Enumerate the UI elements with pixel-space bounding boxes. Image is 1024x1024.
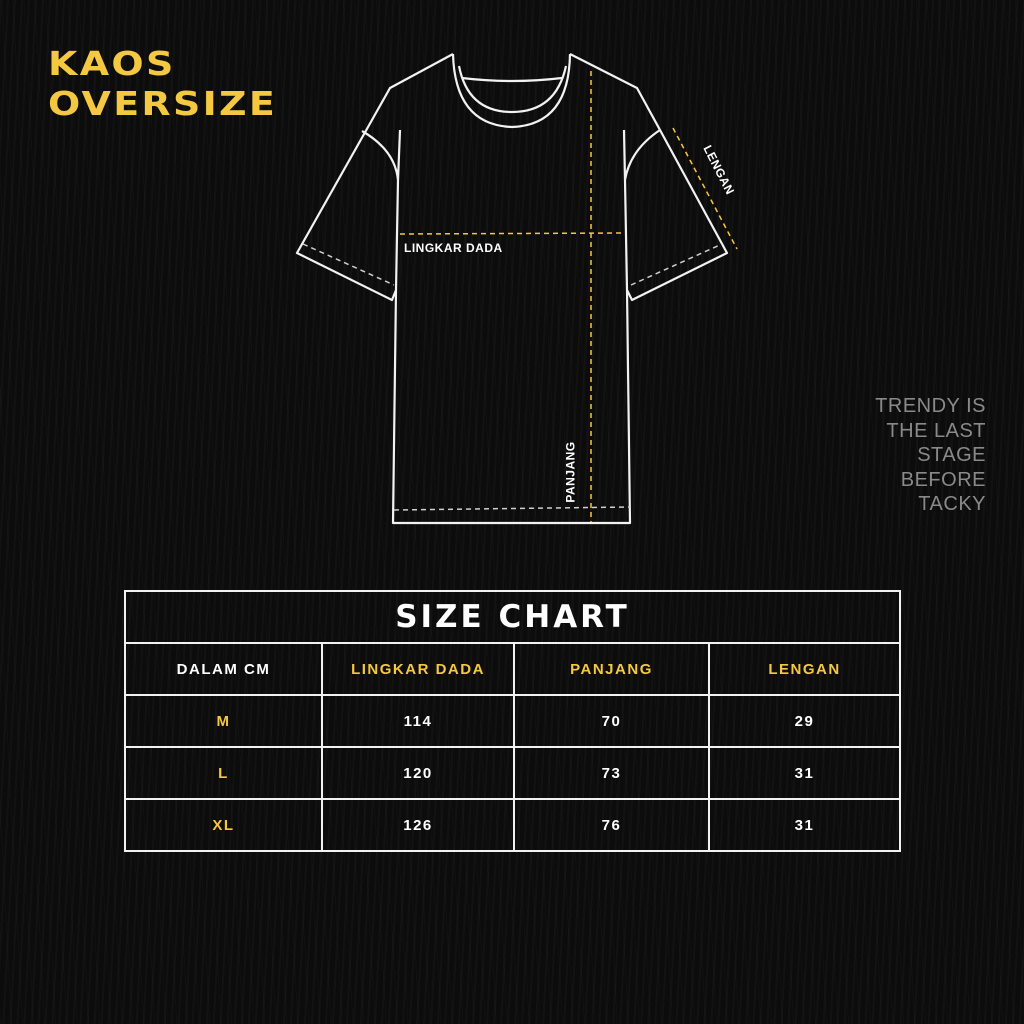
title-line-2: OVERSIZE	[48, 84, 278, 123]
header-length: PANJANG	[513, 642, 710, 696]
sleeve-cell: 29	[708, 694, 901, 748]
tshirt-diagram	[295, 53, 738, 525]
sleeve-cell: 31	[708, 746, 901, 800]
tagline-quote: TRENDY IS THE LAST STAGE BEFORE TACKY	[875, 394, 986, 517]
table-row: XL 126 76 31	[124, 798, 901, 852]
length-cell: 76	[513, 798, 710, 852]
size-chart-table: SIZE CHART DALAM CM LINGKAR DADA PANJANG…	[124, 590, 901, 852]
chest-cell: 126	[321, 798, 515, 852]
table-row: L 120 73 31	[124, 746, 901, 800]
armhole-left	[361, 129, 402, 291]
quote-line: TRENDY IS	[875, 395, 986, 417]
chest-label: LINGKAR DADA	[404, 241, 503, 255]
sleeve-cell: 31	[708, 798, 901, 852]
length-cell: 70	[513, 694, 710, 748]
quote-line: TACKY	[918, 493, 986, 515]
length-label: PANJANG	[563, 441, 578, 503]
table-row: M 114 70 29	[124, 694, 901, 748]
quote-line: BEFORE	[900, 468, 986, 491]
size-cell: L	[124, 746, 323, 800]
header-chest: LINGKAR DADA	[321, 642, 515, 696]
armhole-right	[622, 129, 661, 291]
hem-stitch-left-sleeve	[302, 243, 395, 286]
collar-seam	[461, 76, 563, 83]
header-unit: DALAM CM	[124, 642, 323, 696]
size-chart-title: SIZE CHART	[124, 590, 901, 644]
hem-stitch-bottom	[393, 506, 631, 511]
chest-measure-line	[399, 232, 626, 235]
collar-outer	[451, 53, 572, 129]
table-header-row: DALAM CM LINGKAR DADA PANJANG LENGAN	[124, 642, 901, 696]
length-cell: 73	[513, 746, 710, 800]
chest-cell: 120	[321, 746, 515, 800]
product-title: KAOS OVERSIZE	[48, 44, 277, 124]
hem-stitch-right-sleeve	[630, 243, 723, 286]
quote-line: STAGE	[917, 444, 986, 466]
sleeve-measure-line	[672, 127, 738, 250]
title-line-1: KAOS	[48, 44, 176, 83]
chest-cell: 114	[321, 694, 515, 748]
header-sleeve: LENGAN	[708, 642, 901, 696]
size-cell: M	[124, 694, 323, 748]
quote-line: THE LAST	[886, 419, 986, 442]
collar-inner	[457, 65, 568, 114]
size-cell: XL	[124, 798, 323, 852]
tshirt-outline	[295, 53, 729, 525]
